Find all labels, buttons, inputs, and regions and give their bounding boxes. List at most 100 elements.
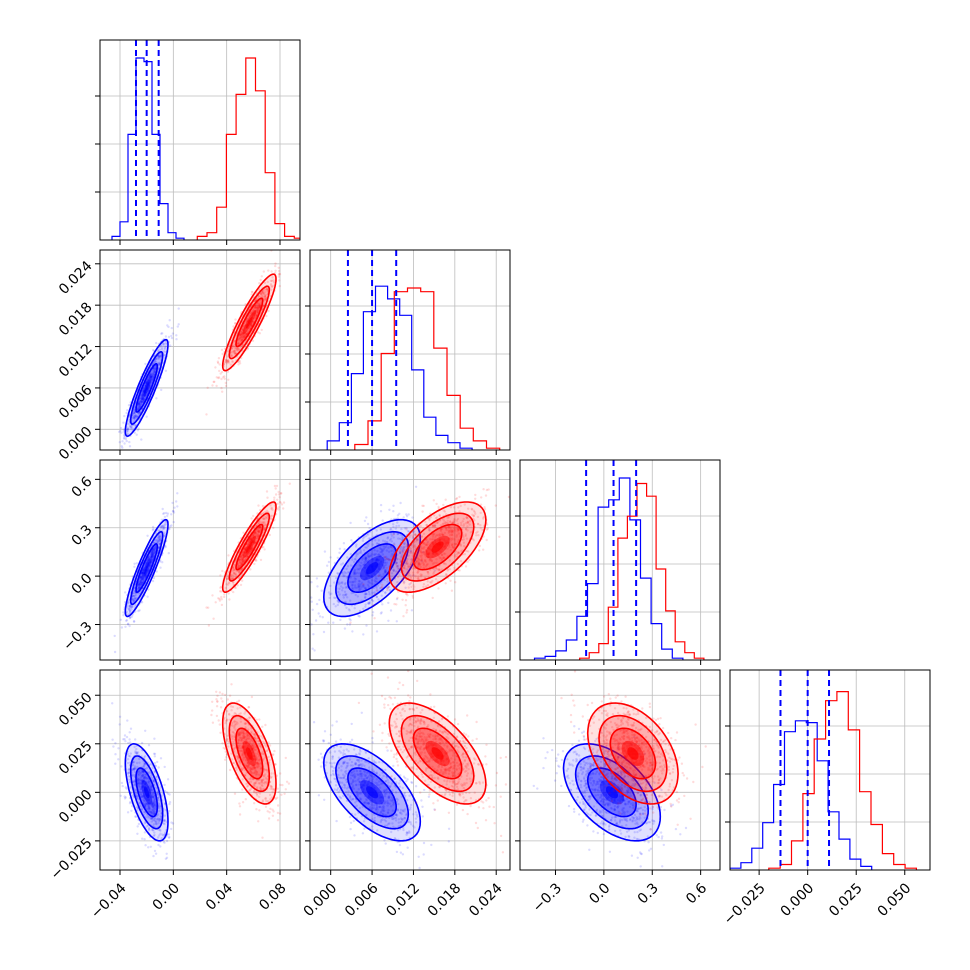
scatter-point xyxy=(255,303,258,307)
scatter-point xyxy=(415,556,419,559)
scatter-point xyxy=(336,556,339,559)
scatter-point xyxy=(126,427,130,431)
scatter-point xyxy=(445,528,448,532)
scatter-point xyxy=(478,544,482,548)
scatter-point xyxy=(160,332,163,335)
scatter-point xyxy=(361,539,365,542)
scatter-point xyxy=(263,521,266,524)
scatter-point xyxy=(162,527,165,531)
scatter-point xyxy=(441,533,444,536)
scatter-point xyxy=(339,581,342,585)
scatter-point xyxy=(238,336,242,339)
scatter-point xyxy=(146,780,150,783)
scatter-point xyxy=(238,333,242,337)
scatter-point xyxy=(130,809,133,812)
scatter-point xyxy=(234,321,237,325)
scatter-point xyxy=(407,513,410,516)
scatter-point xyxy=(453,566,456,569)
scatter-point xyxy=(451,529,455,532)
scatter-point xyxy=(152,556,155,559)
scatter-point xyxy=(264,516,267,519)
scatter-point xyxy=(249,536,253,540)
scatter-point xyxy=(421,510,424,513)
scatter-point xyxy=(153,366,156,370)
scatter-point xyxy=(232,574,235,578)
scatter-point xyxy=(296,451,298,453)
scatter-point xyxy=(220,590,223,593)
scatter-point xyxy=(257,304,260,308)
scatter-point xyxy=(434,524,437,527)
scatter-point xyxy=(444,582,447,585)
scatter-point xyxy=(320,589,323,592)
scatter-point xyxy=(153,802,156,805)
scatter-point xyxy=(151,794,154,798)
scatter-point xyxy=(382,544,385,548)
scatter-point xyxy=(459,521,463,525)
panel-2-0: −0.30.00.30.6 xyxy=(60,451,301,665)
scatter-point xyxy=(262,517,265,520)
scatter-point xyxy=(398,549,402,553)
scatter-point xyxy=(428,528,431,532)
scatter-point xyxy=(139,791,143,794)
scatter-point xyxy=(154,358,158,361)
scatter-point xyxy=(118,715,122,718)
scatter-point xyxy=(162,524,165,527)
scatter-point xyxy=(411,552,414,555)
scatter-point xyxy=(112,745,115,748)
scatter-point xyxy=(327,591,331,594)
scatter-point xyxy=(153,819,157,823)
scatter-point xyxy=(136,832,139,835)
scatter-point xyxy=(261,293,264,297)
scatter-point xyxy=(152,362,155,365)
scatter-point xyxy=(160,526,163,529)
scatter-point xyxy=(156,796,160,800)
scatter-point xyxy=(401,549,404,553)
scatter-point xyxy=(453,519,456,522)
scatter-point xyxy=(416,569,420,572)
scatter-point xyxy=(127,602,130,605)
scatter-point xyxy=(411,594,414,597)
scatter-point xyxy=(262,545,265,549)
scatter-point xyxy=(151,803,154,806)
scatter-point xyxy=(476,530,479,533)
scatter-point xyxy=(175,338,178,341)
scatter-point xyxy=(352,560,356,564)
scatter-point xyxy=(457,532,460,535)
scatter-point xyxy=(437,555,441,558)
scatter-point xyxy=(137,402,140,406)
scatter-point xyxy=(132,595,135,598)
scatter-point xyxy=(435,561,438,564)
scatter-point xyxy=(150,552,154,556)
scatter-point xyxy=(321,616,324,619)
scatter-point xyxy=(258,526,262,529)
scatter-point xyxy=(364,546,367,549)
scatter-point xyxy=(170,827,173,831)
scatter-point xyxy=(156,357,159,360)
scatter-point xyxy=(372,553,376,556)
scatter-point xyxy=(137,584,141,587)
scatter-point xyxy=(237,564,241,568)
scatter-point xyxy=(365,534,368,538)
scatter-point xyxy=(252,514,255,518)
scatter-point xyxy=(437,567,441,571)
scatter-point xyxy=(343,570,346,574)
scatter-point xyxy=(167,836,171,839)
scatter-point xyxy=(261,291,265,295)
scatter-point xyxy=(149,373,152,376)
scatter-point xyxy=(375,529,378,532)
scatter-point xyxy=(349,576,352,579)
scatter-point xyxy=(224,586,227,590)
scatter-point xyxy=(384,591,387,594)
scatter-point xyxy=(388,558,391,562)
scatter-point xyxy=(127,422,130,426)
scatter-point xyxy=(384,571,387,574)
scatter-point xyxy=(485,528,488,531)
scatter-point xyxy=(389,527,393,530)
scatter-point xyxy=(153,761,157,765)
scatter-point xyxy=(480,496,483,499)
scatter-point xyxy=(360,586,363,589)
scatter-point xyxy=(270,279,274,283)
scatter-point xyxy=(258,530,261,533)
scatter-point xyxy=(259,558,263,562)
